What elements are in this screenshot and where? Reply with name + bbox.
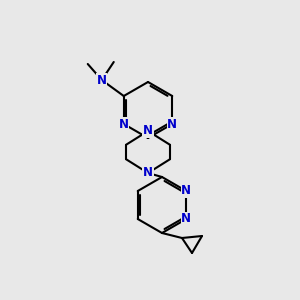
- Text: N: N: [181, 184, 191, 197]
- Text: N: N: [97, 74, 107, 86]
- Text: N: N: [181, 212, 191, 226]
- Text: N: N: [143, 167, 153, 179]
- Text: N: N: [143, 124, 153, 137]
- Text: N: N: [167, 118, 177, 130]
- Text: N: N: [119, 118, 129, 130]
